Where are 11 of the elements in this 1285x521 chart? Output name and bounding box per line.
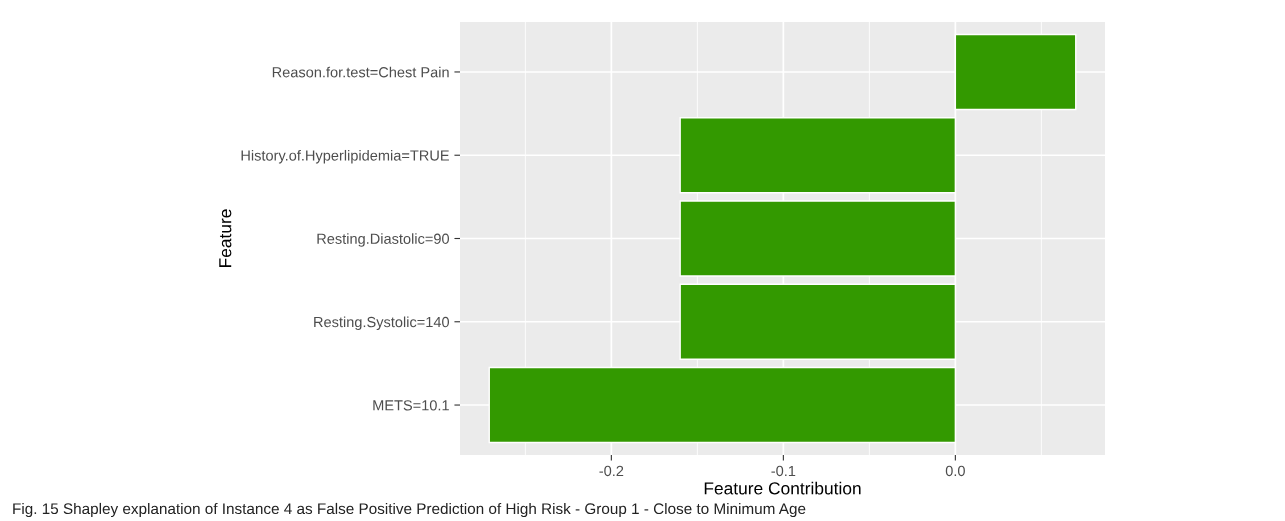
y-tick-label: Resting.Diastolic=90 [317,233,450,247]
y-axis-title: Feature [219,209,232,267]
caption: Fig. 15 Shapley explanation of Instance 4 as False Positive Prediction of High Risk - Group 1 - Close to Minimum Age [13,502,806,518]
x-tick-label: 0.0 [945,465,965,477]
x-tick-label: -0.2 [599,465,624,477]
y-tick-label: METS=10.1 [373,400,449,411]
x-tick-label: -0.1 [771,465,796,477]
y-tick-label: History.of.Hyperlipidemia=TRUE [241,149,449,164]
x-axis-title: Feature Contribution [704,481,861,495]
y-tick-label: Resting.Systolic=140 [314,316,450,331]
y-tick-label: Reason.for.test=Chest Pain [272,66,449,78]
